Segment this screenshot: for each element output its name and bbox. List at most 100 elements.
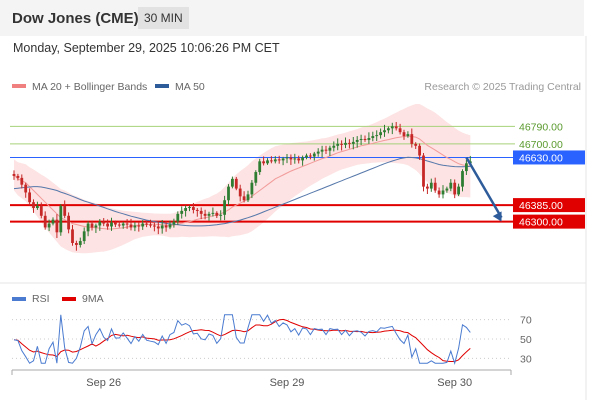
candle-body-79 xyxy=(320,149,324,152)
candle-body-30 xyxy=(129,224,133,228)
candle-body-94 xyxy=(379,132,382,136)
candle-body-39 xyxy=(164,225,168,228)
legend-ma50-swatch xyxy=(155,84,169,88)
candle-body-31 xyxy=(133,225,137,228)
candle-body-60 xyxy=(246,194,250,201)
level-label-46630: 46630.00 xyxy=(519,152,563,164)
candle-body-73 xyxy=(297,158,301,161)
candle-body-7 xyxy=(39,206,43,216)
ma20-line xyxy=(13,135,471,230)
candle-body-1 xyxy=(16,175,20,178)
levels xyxy=(10,125,515,223)
candle-body-6 xyxy=(36,206,39,209)
candle-body-41 xyxy=(172,221,176,225)
candle-body-53 xyxy=(219,214,223,216)
candle-body-29 xyxy=(125,223,129,225)
candle-body-76 xyxy=(309,155,312,157)
candle-body-96 xyxy=(387,128,390,131)
candle-body-114 xyxy=(457,186,460,195)
candle-body-44 xyxy=(184,208,187,211)
level-label-46385: 46385.00 xyxy=(519,200,563,212)
candle-body-93 xyxy=(375,135,379,137)
candle-body-86 xyxy=(348,142,351,144)
candle-body-80 xyxy=(324,149,328,151)
candle-body-111 xyxy=(445,188,449,191)
candle-body-77 xyxy=(312,153,316,157)
candle-body-78 xyxy=(316,151,320,154)
ma50-line xyxy=(13,156,471,227)
x-tick-sep-26: Sep 26 xyxy=(86,377,121,389)
candle-body-25 xyxy=(110,222,113,227)
candle-body-36 xyxy=(153,225,156,227)
candle-body-0 xyxy=(12,173,16,176)
credit-text: Research © 2025 Trading Central xyxy=(424,81,581,93)
candle-body-81 xyxy=(328,147,332,151)
candle-body-85 xyxy=(344,142,347,145)
candle-body-50 xyxy=(207,213,211,216)
candle-body-54 xyxy=(223,200,226,215)
candle-body-88 xyxy=(355,139,359,142)
instrument-title: Dow Jones (CME) xyxy=(12,10,139,27)
candle-body-32 xyxy=(137,225,141,227)
candle-body-26 xyxy=(114,222,117,225)
candle-body-49 xyxy=(203,213,207,216)
candle-body-9 xyxy=(47,223,51,228)
candle-body-64 xyxy=(262,161,265,164)
level-tag-46630 xyxy=(513,150,585,165)
candle-body-116 xyxy=(465,163,468,172)
level-label-46790: 46790.00 xyxy=(519,121,563,133)
candle-body-52 xyxy=(215,212,219,216)
candle-body-57 xyxy=(234,178,238,189)
candle-body-14 xyxy=(67,215,70,230)
candle-body-110 xyxy=(441,190,445,195)
candle-body-102 xyxy=(410,134,414,144)
candle-body-38 xyxy=(160,225,164,229)
legend-ma20-swatch xyxy=(12,84,26,88)
candle-body-10 xyxy=(51,219,55,224)
candle-body-56 xyxy=(231,178,234,187)
timestamp: Monday, September 29, 2025 10:06:26 PM C… xyxy=(13,41,280,55)
candle-body-22 xyxy=(98,221,102,226)
rsi-tick-50: 50 xyxy=(520,334,532,346)
level-label-46300: 46300.00 xyxy=(519,217,563,229)
rsi-panel: 70 50 30 xyxy=(12,314,532,365)
candle-body-65 xyxy=(266,160,269,164)
candle-body-109 xyxy=(437,190,441,195)
level-tag-46300 xyxy=(513,214,585,229)
candle-body-108 xyxy=(433,182,437,191)
candle-body-17 xyxy=(78,241,82,245)
projection-arrow-line xyxy=(465,156,503,219)
candle-body-48 xyxy=(199,210,203,214)
candle-body-3 xyxy=(24,184,28,193)
candles xyxy=(12,121,472,251)
candle-body-35 xyxy=(149,224,152,226)
candle-body-43 xyxy=(180,210,184,214)
candle-body-97 xyxy=(390,126,394,129)
candle-body-58 xyxy=(238,188,242,197)
x-tick-sep-29: Sep 29 xyxy=(270,377,305,389)
interval-badge[interactable]: 30 MIN xyxy=(138,7,189,29)
legend-rsi-label: RSI xyxy=(32,293,50,305)
candle-body-23 xyxy=(102,221,106,224)
candle-body-18 xyxy=(82,231,86,242)
candle-body-100 xyxy=(402,132,406,137)
candle-body-8 xyxy=(43,215,47,228)
candle-body-106 xyxy=(426,186,429,189)
candle-body-95 xyxy=(383,130,386,133)
candle-body-12 xyxy=(59,206,63,233)
candle-body-89 xyxy=(359,138,363,140)
candle-body-5 xyxy=(32,202,35,209)
candle-body-28 xyxy=(121,223,125,226)
candle-body-34 xyxy=(145,223,148,225)
moving-averages xyxy=(13,135,471,230)
candle-body-27 xyxy=(117,224,121,226)
candle-body-70 xyxy=(285,157,289,159)
legend-ma20-label: MA 20 + Bollinger Bands xyxy=(32,81,147,93)
candle-body-24 xyxy=(106,223,109,227)
candle-body-75 xyxy=(305,155,308,158)
candle-body-104 xyxy=(418,145,421,156)
candle-body-67 xyxy=(273,159,277,162)
rsi-tick-30: 30 xyxy=(520,353,532,365)
